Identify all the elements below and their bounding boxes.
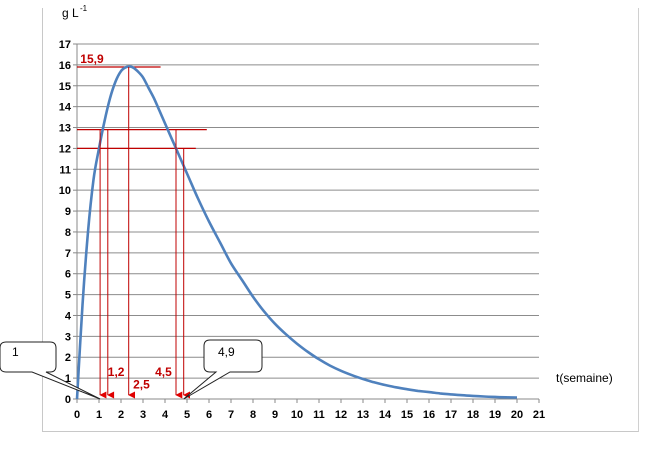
annotation-label: 4,5 xyxy=(155,365,172,379)
annotation-label: 1,2 xyxy=(108,365,125,379)
x-tick-label: 3 xyxy=(140,409,146,421)
y-axis-label-superscript: -1 xyxy=(80,4,88,13)
x-tick-label: 12 xyxy=(335,409,347,421)
series xyxy=(75,65,518,400)
callout-text: 1 xyxy=(12,345,19,359)
x-tick-label: 5 xyxy=(184,409,190,421)
x-axis-label: t(semaine) xyxy=(556,371,613,385)
series-line xyxy=(75,65,518,400)
x-tick-label: 18 xyxy=(467,409,479,421)
x-tick-label: 13 xyxy=(357,409,369,421)
x-tick-label: 15 xyxy=(401,409,413,421)
y-tick-label: 17 xyxy=(59,39,71,51)
callout-text: 4,9 xyxy=(218,345,235,359)
x-tick-label: 21 xyxy=(533,409,545,421)
chart-frame xyxy=(42,8,639,432)
x-tick-label: 2 xyxy=(118,409,124,421)
x-tick-label: 20 xyxy=(511,409,523,421)
callout: 1 xyxy=(0,341,101,400)
x-tick-label: 11 xyxy=(313,409,325,421)
drop-lines xyxy=(99,66,190,399)
x-tick-label: 19 xyxy=(489,409,501,421)
y-tick-label: 3 xyxy=(65,331,71,343)
y-axis-label: g L xyxy=(62,6,79,20)
y-tick-label: 15 xyxy=(59,81,71,93)
y-tick-label: 16 xyxy=(59,60,71,72)
y-tick-label: 13 xyxy=(59,123,71,135)
x-tick-label: 6 xyxy=(206,409,212,421)
x-tick-label: 1 xyxy=(96,409,102,421)
x-tick-label: 10 xyxy=(291,409,303,421)
y-tick-label: 14 xyxy=(59,102,72,114)
callout: 4,9 xyxy=(183,339,263,400)
annotation-label: 2,5 xyxy=(133,378,150,392)
y-tick-label: 1 xyxy=(65,373,71,385)
y-tick-label: 6 xyxy=(65,269,71,281)
y-tick-label: 0 xyxy=(65,394,71,406)
x-tick-label: 4 xyxy=(162,409,169,421)
x-tick-label: 17 xyxy=(445,409,457,421)
y-tick-label: 7 xyxy=(65,248,71,260)
x-tick-label: 7 xyxy=(228,409,234,421)
callout-box xyxy=(0,341,101,400)
y-tick-label: 9 xyxy=(65,206,71,218)
x-tick-label: 0 xyxy=(74,409,80,421)
callouts: 1 4,9 xyxy=(0,339,263,400)
labels: 15,9 1,2 2,5 4,5 xyxy=(80,52,172,392)
y-tick-label: 12 xyxy=(59,143,71,155)
x-tick-label: 9 xyxy=(272,409,278,421)
y-tick-label: 8 xyxy=(65,227,71,239)
y-tick-label: 11 xyxy=(59,164,71,176)
y-tick-label: 2 xyxy=(65,352,71,364)
grid xyxy=(77,43,539,379)
annotation-label: 15,9 xyxy=(80,52,104,66)
x-tick-label: 8 xyxy=(250,409,256,421)
y-tick-label: 5 xyxy=(65,290,71,302)
callout-box xyxy=(183,339,263,400)
x-tick-label: 16 xyxy=(423,409,435,421)
reference-lines xyxy=(77,66,207,150)
y-tick-label: 4 xyxy=(65,310,72,322)
y-tick-label: 10 xyxy=(59,185,71,197)
x-tick-label: 14 xyxy=(379,409,392,421)
